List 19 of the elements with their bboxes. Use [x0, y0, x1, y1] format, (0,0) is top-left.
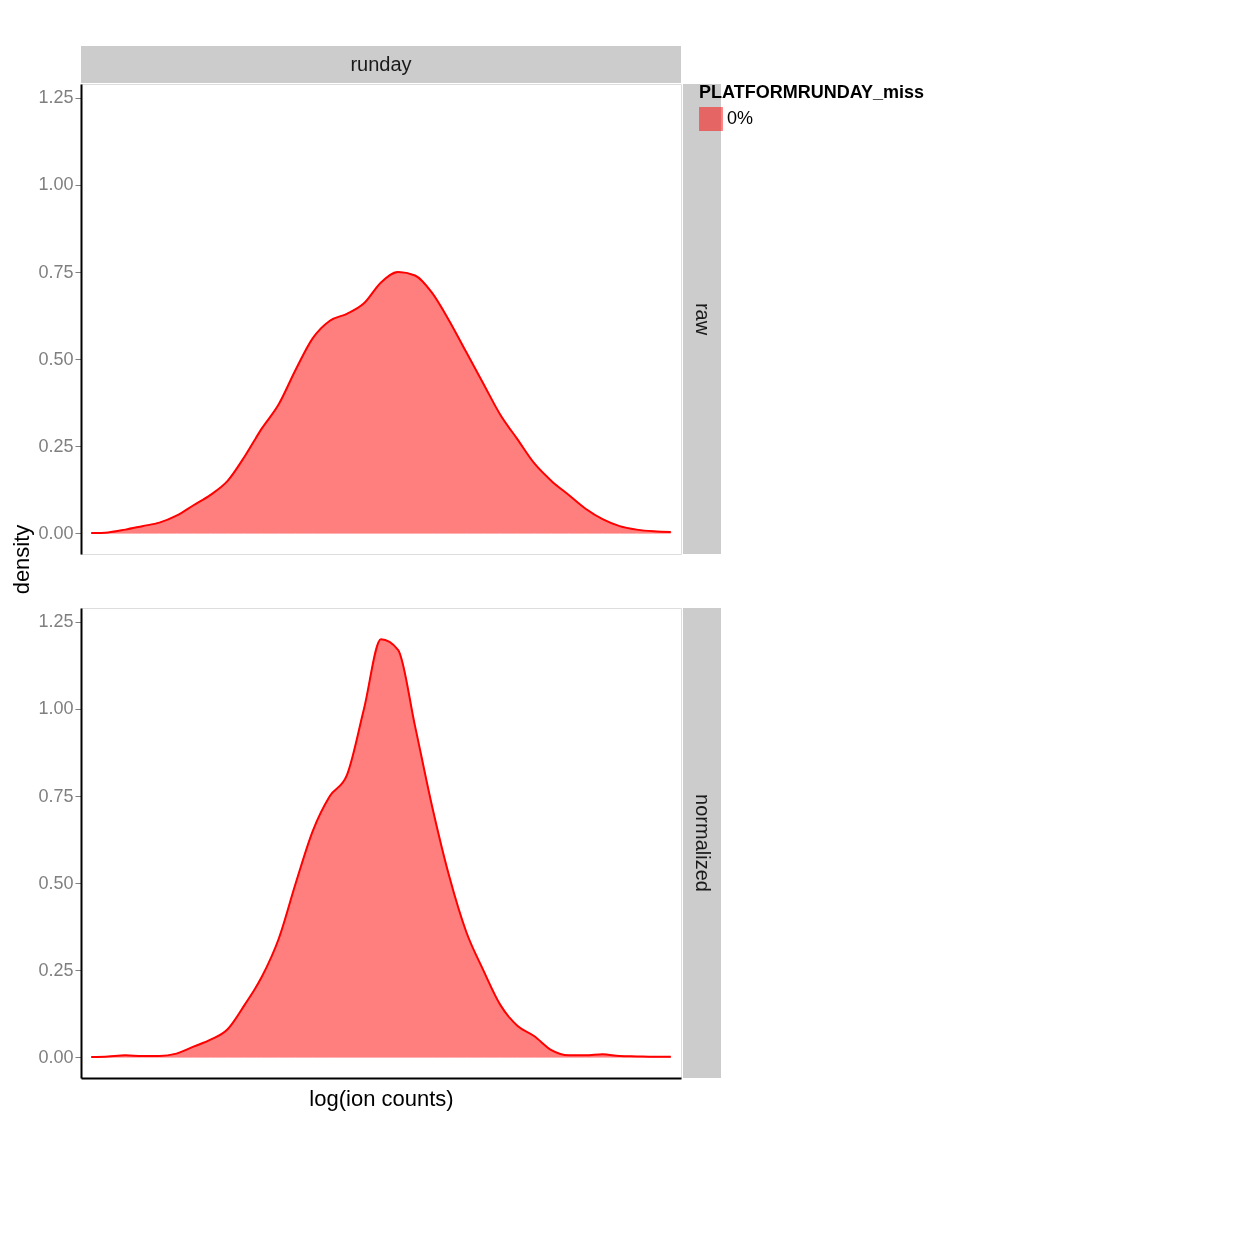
legend-label: 0%	[727, 108, 754, 128]
y-tick-label: 0.50	[38, 348, 74, 369]
y-tick-label: 0.75	[38, 785, 74, 806]
y-tick-label: 0.00	[38, 522, 74, 543]
y-tick-label: 1.25	[38, 87, 74, 108]
y-tick-label: 0.25	[38, 959, 74, 980]
y-tick-label: 1.00	[38, 174, 74, 195]
y-tick-label: 0.50	[38, 872, 74, 893]
x-axis-title: log(ion counts)	[309, 1085, 454, 1111]
y-axis-title: density	[9, 524, 35, 595]
y2-axis-title: raw	[692, 302, 714, 336]
y-tick-label: 1.00	[38, 698, 74, 719]
y-tick-label: 1.25	[38, 611, 74, 632]
legend-title: PLATFORMRUNDAY_miss	[699, 82, 925, 102]
y-tick-label: 0.00	[38, 1046, 74, 1067]
chart-title: runday	[350, 53, 412, 75]
y-tick-label: 0.25	[38, 435, 74, 456]
y-tick-label: 0.75	[38, 261, 74, 282]
y2-axis-title: normalized	[692, 794, 714, 892]
